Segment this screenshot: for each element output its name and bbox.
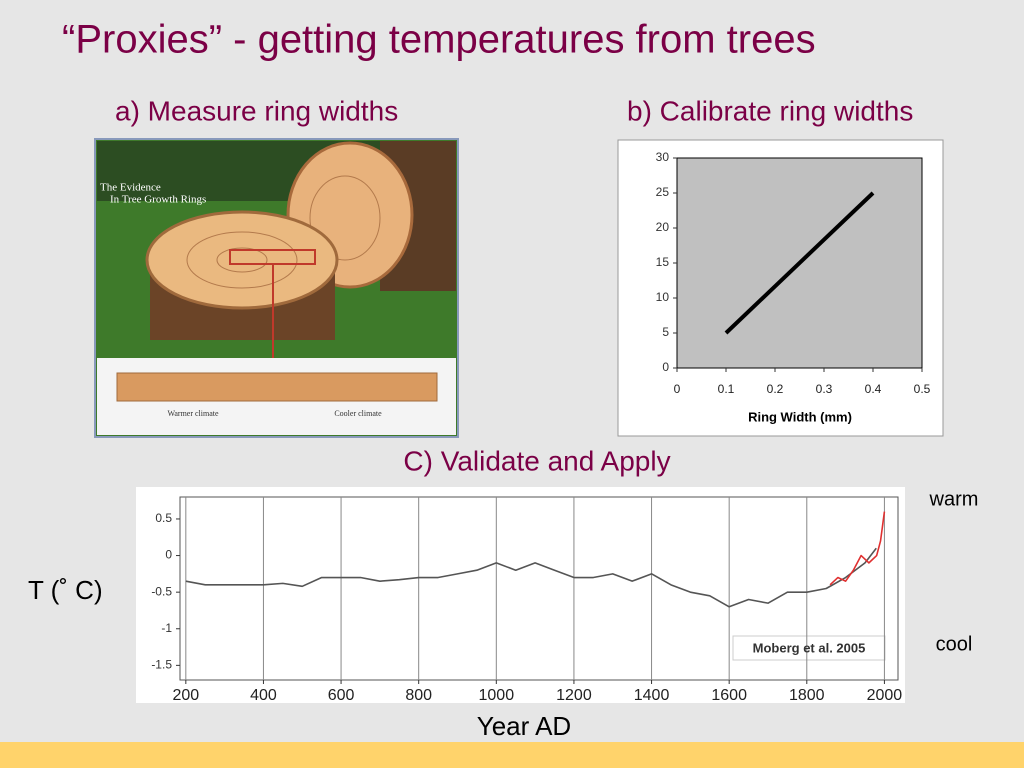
series-line bbox=[724, 191, 875, 335]
y-tick-label: 10 bbox=[656, 290, 670, 304]
x-tick-label: 0.3 bbox=[816, 382, 833, 396]
x-tick-label: 600 bbox=[328, 687, 355, 704]
y-tick-label: 20 bbox=[656, 220, 670, 234]
warm-label: warm bbox=[929, 488, 979, 510]
image-label: Cooler climate bbox=[334, 409, 382, 418]
ring bbox=[186, 231, 298, 289]
y-tick-label: 30 bbox=[656, 150, 670, 164]
x-tick-label: 0.1 bbox=[718, 382, 735, 396]
x-tick-label: 1400 bbox=[634, 687, 670, 704]
x-tick-label: 1800 bbox=[789, 687, 825, 704]
x-tick-label: 1000 bbox=[479, 687, 515, 704]
x-tick-label: 0.5 bbox=[914, 382, 931, 396]
x-tick-label: 0 bbox=[674, 382, 681, 396]
x-tick-label: 1600 bbox=[711, 687, 747, 704]
y-axis-label: T (˚ C) bbox=[28, 575, 103, 605]
image-label: Warmer climate bbox=[167, 409, 219, 418]
series-line bbox=[185, 547, 877, 608]
image-caption: The Evidence bbox=[100, 182, 161, 194]
y-tick-label: 0 bbox=[165, 548, 172, 562]
heading: a) Measure ring widths bbox=[115, 95, 398, 126]
y-tick-label: 0.5 bbox=[155, 511, 172, 525]
annotation-box bbox=[732, 635, 886, 661]
y-tick-label: 5 bbox=[662, 325, 669, 339]
plot-area bbox=[179, 496, 899, 681]
y-tick-label: -1.5 bbox=[151, 658, 172, 672]
ring bbox=[216, 247, 268, 273]
series-line bbox=[829, 511, 886, 586]
x-tick-label: 0.4 bbox=[865, 382, 882, 396]
chart-frame bbox=[136, 487, 905, 703]
x-tick-label: 800 bbox=[405, 687, 432, 704]
cool-label: cool bbox=[936, 633, 973, 655]
x-axis-label: Year AD bbox=[477, 711, 571, 741]
y-tick-label: 25 bbox=[656, 185, 670, 199]
y-tick-label: -1 bbox=[161, 621, 172, 635]
slide-title: “Proxies” - getting temperatures from tr… bbox=[62, 18, 816, 62]
x-axis-label: Ring Width (mm) bbox=[748, 409, 852, 424]
y-tick-label: 0 bbox=[662, 360, 669, 374]
x-tick-label: 400 bbox=[250, 687, 277, 704]
tree-image: The Evidence In Tree Growth Rings Warmer… bbox=[94, 138, 459, 438]
y-tick-label: -0.5 bbox=[151, 584, 172, 598]
heading: b) Calibrate ring widths bbox=[627, 95, 913, 126]
annotation: Moberg et al. 2005 bbox=[753, 640, 866, 655]
x-tick-label: 2000 bbox=[867, 687, 903, 704]
x-tick-label: 1200 bbox=[556, 687, 592, 704]
ring-strip bbox=[116, 372, 438, 402]
x-tick-label: 200 bbox=[172, 687, 199, 704]
footer-band bbox=[0, 742, 1024, 768]
ring bbox=[309, 175, 381, 261]
image-caption: In Tree Growth Rings bbox=[110, 194, 206, 206]
y-tick-label: 15 bbox=[656, 255, 670, 269]
stump bbox=[145, 210, 339, 310]
x-tick-label: 0.2 bbox=[767, 382, 784, 396]
heading: C) Validate and Apply bbox=[403, 445, 670, 476]
